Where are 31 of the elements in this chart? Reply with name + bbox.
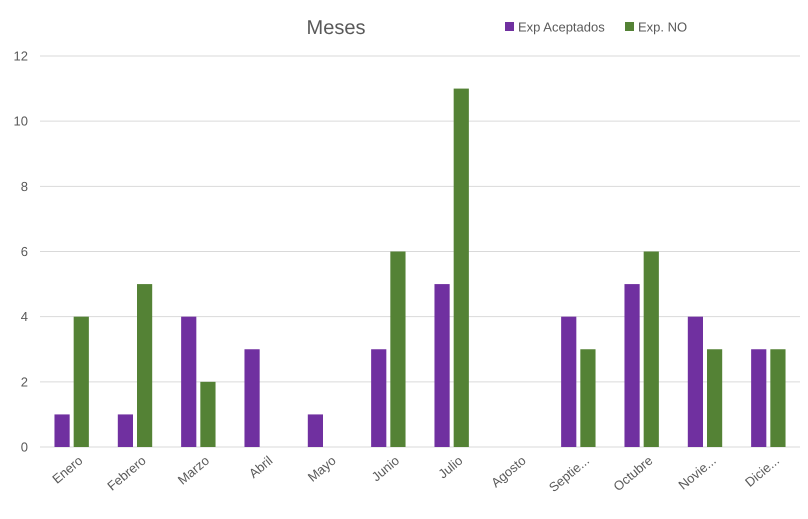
bar (308, 414, 323, 447)
chart-title: Meses (306, 17, 366, 39)
y-tick-label: 12 (14, 48, 28, 64)
y-tick-label: 0 (20, 440, 28, 455)
y-tick-label: 6 (20, 244, 28, 260)
y-tick-label: 2 (20, 374, 28, 390)
bar (561, 316, 576, 447)
bar (434, 284, 450, 447)
bar (624, 284, 640, 447)
x-tick-label: Julio (435, 452, 466, 482)
y-tick-label: 10 (14, 114, 28, 129)
legend-label: Exp Aceptados (518, 20, 606, 35)
bar (454, 88, 469, 447)
y-tick-label: 8 (20, 178, 28, 194)
bar (390, 252, 406, 447)
bar (644, 252, 659, 447)
bar (770, 349, 786, 447)
bar (580, 349, 596, 447)
legend-label: Exp. NO (638, 20, 688, 35)
bar (74, 316, 89, 447)
bar (244, 349, 260, 447)
bar (371, 349, 386, 447)
bar (751, 349, 766, 447)
bar (688, 316, 703, 447)
bar (137, 284, 152, 447)
bar (54, 414, 70, 447)
bar (200, 382, 216, 447)
y-tick-label: 4 (20, 309, 28, 324)
bar (118, 414, 133, 447)
bar (181, 316, 196, 447)
bar (707, 349, 722, 447)
